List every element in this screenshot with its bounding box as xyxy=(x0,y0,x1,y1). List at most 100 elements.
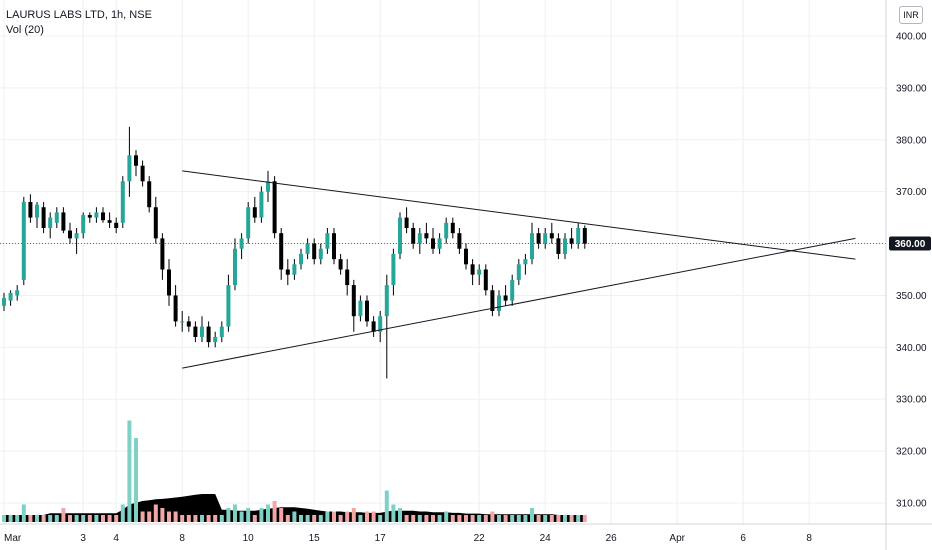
volume-bar xyxy=(543,515,548,522)
y-axis[interactable]: 310.00 320.00 330.00 340.00 350.00 360.00 370.… xyxy=(896,32,927,510)
volume-bar xyxy=(431,515,435,522)
candle-body xyxy=(8,292,13,301)
candle xyxy=(371,316,376,337)
volume-indicator-label[interactable]: Vol (20) xyxy=(6,24,44,36)
candle-body xyxy=(450,222,455,234)
volume-bar xyxy=(41,515,46,522)
candle-body xyxy=(94,212,99,218)
candle-body xyxy=(54,212,59,223)
candle-body xyxy=(81,215,86,234)
volume-bar xyxy=(252,515,257,522)
candle xyxy=(299,248,303,270)
candle-body xyxy=(120,181,125,223)
candle xyxy=(74,227,79,254)
candle-body xyxy=(411,227,416,244)
candle-body xyxy=(200,326,204,337)
x-tick-label: 24 xyxy=(540,533,552,544)
volume-bar xyxy=(35,515,39,522)
candle xyxy=(134,150,138,177)
volume-bar xyxy=(147,511,152,522)
candle-body xyxy=(61,212,66,231)
candle-body xyxy=(437,238,442,249)
last-price-badge: 360.00 xyxy=(889,236,931,251)
candle-body xyxy=(160,238,165,270)
candle xyxy=(226,274,231,332)
candle-body xyxy=(530,233,534,260)
candle-body xyxy=(384,285,389,317)
candle-body xyxy=(285,269,290,275)
volume-bar xyxy=(371,511,376,522)
currency-button[interactable]: INR xyxy=(899,6,923,24)
candle-body xyxy=(127,155,132,182)
candle xyxy=(358,295,363,322)
candle-body xyxy=(305,243,310,254)
candle-body xyxy=(483,269,488,291)
candle xyxy=(332,227,336,265)
candle-body xyxy=(101,212,105,221)
candle-body xyxy=(279,233,284,270)
candle-body xyxy=(345,269,350,286)
candle xyxy=(305,238,310,260)
volume-bar xyxy=(219,515,224,522)
candle xyxy=(206,321,211,348)
candle xyxy=(417,227,422,254)
candle xyxy=(54,207,59,228)
candle xyxy=(35,202,39,228)
volume-bar xyxy=(285,515,290,522)
volume-bar xyxy=(391,504,396,522)
candle-body xyxy=(107,220,112,223)
candle-body xyxy=(556,238,561,254)
x-tick-label: Apr xyxy=(669,533,685,544)
volume-bar xyxy=(213,515,218,522)
symbol-title[interactable]: LAURUS LABS LTD, 1h, NSE xyxy=(6,9,152,21)
volume-bars xyxy=(2,420,587,522)
candle xyxy=(180,311,185,332)
volume-bar xyxy=(160,508,165,522)
candle xyxy=(450,217,455,239)
volume-bar xyxy=(312,515,317,522)
candlesticks xyxy=(2,126,587,379)
candle xyxy=(411,222,416,249)
candle xyxy=(477,264,482,286)
candle-body xyxy=(35,204,39,218)
candle-body xyxy=(338,259,343,270)
candle-body xyxy=(292,264,297,275)
volume-bar xyxy=(68,515,72,522)
volume-bar xyxy=(292,511,297,522)
volume-bar xyxy=(299,515,303,522)
candle-body xyxy=(431,238,435,249)
volume-bar xyxy=(200,515,204,522)
candle-body xyxy=(318,248,323,260)
candle xyxy=(140,160,145,187)
candle xyxy=(398,212,402,260)
candle-body xyxy=(464,248,468,265)
y-tick-label: 370.00 xyxy=(896,187,927,198)
volume-bar xyxy=(114,515,119,522)
candle-body xyxy=(312,243,317,260)
volume-bar xyxy=(444,511,449,522)
candle xyxy=(510,274,515,306)
x-axis[interactable]: Mar 3 4 8 10 15 17 22 24 26 Apr 6 8 xyxy=(4,533,812,544)
candle xyxy=(345,259,350,296)
candle xyxy=(391,248,396,296)
volume-bar xyxy=(305,515,310,522)
volume-bar xyxy=(48,515,53,522)
candle-body xyxy=(21,202,26,280)
candle xyxy=(153,196,158,244)
candle xyxy=(325,227,330,254)
volume-bar xyxy=(167,511,171,522)
candle-body xyxy=(563,238,567,254)
volume-bar xyxy=(318,515,323,522)
candle xyxy=(424,222,429,244)
candle-body xyxy=(424,233,429,239)
candle-body xyxy=(391,253,396,286)
candle xyxy=(28,194,33,223)
candle-body xyxy=(252,207,257,218)
candle-body xyxy=(371,321,376,332)
candle xyxy=(81,212,86,239)
candle-body xyxy=(140,165,145,182)
candle xyxy=(563,233,567,260)
candle-body xyxy=(582,227,587,244)
volume-bar xyxy=(127,420,132,522)
